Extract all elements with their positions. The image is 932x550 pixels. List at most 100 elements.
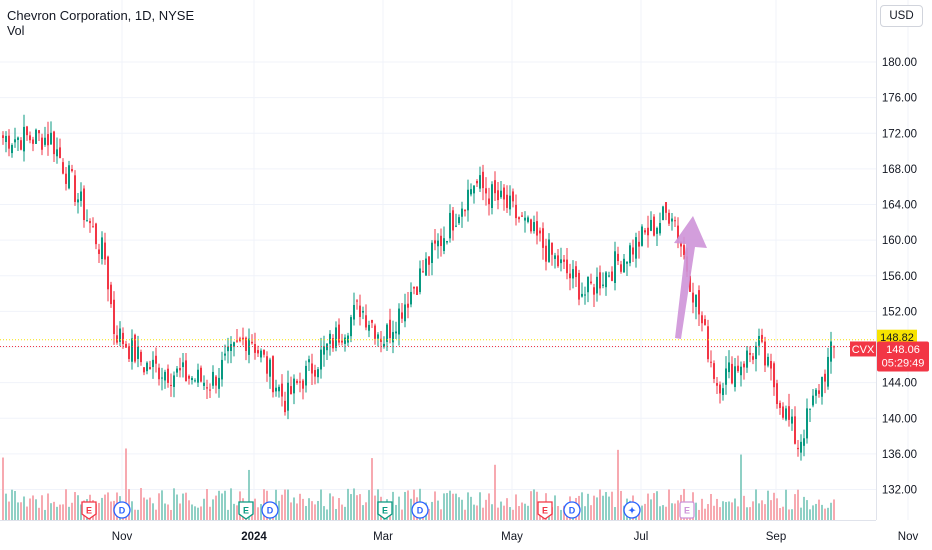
volume-bar (470, 496, 472, 520)
event-marker-earnings[interactable]: E (377, 501, 393, 520)
volume-bar (731, 502, 733, 520)
volume-bar (176, 494, 178, 520)
candle-body (767, 356, 769, 366)
event-badge-circle (113, 501, 131, 519)
candle-body (44, 137, 46, 145)
candle-body (392, 332, 394, 343)
candle-body (329, 333, 331, 344)
candle-body (431, 242, 433, 263)
volume-bar (818, 499, 820, 520)
event-badge-label: D (119, 506, 126, 516)
volume-bar (221, 493, 223, 520)
volume-bar (800, 507, 802, 520)
last-price-tag-bg (877, 341, 929, 372)
candle-body (653, 216, 655, 236)
candle-body (155, 355, 157, 364)
candle-body (521, 215, 523, 217)
volume-bar (650, 499, 652, 520)
candle-body (779, 402, 781, 409)
candle-body (704, 319, 706, 325)
event-marker-dividend[interactable]: D (261, 501, 279, 519)
candle-body (626, 261, 628, 264)
event-badge-box (679, 501, 695, 519)
event-marker-split[interactable]: ✦ (623, 501, 641, 519)
drawings-layer[interactable] (674, 216, 707, 339)
volume-bar (494, 464, 496, 520)
volume-bar (284, 489, 286, 520)
candle-body (578, 272, 580, 300)
volume-bar (779, 508, 781, 520)
volume-bar (506, 498, 508, 520)
volume-bar (608, 496, 610, 520)
candle-body (452, 210, 454, 231)
volume-bar (179, 503, 181, 520)
candle-body (770, 360, 772, 369)
volume-bar (407, 490, 409, 520)
candle-body (458, 217, 460, 224)
candle-body (809, 408, 811, 410)
volume-bar (833, 499, 835, 520)
candle-body (437, 240, 439, 247)
volume-bar (671, 503, 673, 520)
volume-bar (809, 509, 811, 520)
volume-bar (401, 509, 403, 520)
event-marker-earnings[interactable]: E (679, 501, 695, 519)
candle-body (251, 341, 253, 344)
event-markers[interactable]: E D E D E D E D ✦ E (81, 501, 695, 520)
volume-bar (662, 505, 664, 520)
candle-body (416, 286, 418, 295)
event-marker-earnings[interactable]: E (81, 501, 97, 520)
volume-bar (410, 498, 412, 520)
volume-bar (656, 491, 658, 520)
candle-body (257, 350, 259, 354)
candle-body (743, 363, 745, 368)
volume-bar (194, 506, 196, 520)
candle-body (311, 363, 313, 374)
currency-button[interactable]: USD (880, 5, 923, 27)
event-marker-dividend[interactable]: D (113, 501, 131, 519)
candle-body (665, 202, 667, 213)
event-marker-dividend[interactable]: D (411, 501, 429, 519)
volume-bar (806, 500, 808, 520)
volume-bar (209, 506, 211, 520)
x-tick-label: Mar (373, 531, 393, 543)
volume-bar (464, 509, 466, 520)
candle-body (374, 325, 376, 339)
candle-body (170, 384, 172, 386)
volume-bar (152, 503, 154, 520)
candle-body (386, 324, 388, 342)
volume-bar (605, 492, 607, 520)
event-marker-dividend[interactable]: D (563, 501, 581, 519)
event-marker-earnings[interactable]: E (238, 501, 254, 520)
volume-bar (554, 495, 556, 520)
candle-body (212, 371, 214, 386)
time-axis[interactable]: Nov2024MarMayJulSepNov2025 (112, 531, 932, 543)
volume-bar (362, 505, 364, 520)
upward-arrow-drawing[interactable] (674, 216, 707, 339)
candle-body (2, 135, 4, 138)
volume-bar (515, 494, 517, 520)
volume-bar (653, 493, 655, 520)
event-badge-label: E (243, 506, 249, 516)
candle-body (584, 294, 586, 296)
volume-bar (8, 501, 10, 520)
volume-bar (53, 501, 55, 520)
event-marker-earnings[interactable]: E (537, 501, 553, 520)
volume-bar (107, 492, 109, 520)
candle-body (62, 162, 64, 174)
candle-body (65, 173, 67, 184)
candle-body (26, 126, 28, 136)
candle-body (302, 380, 304, 389)
volume-bar (59, 504, 61, 520)
candle-body (812, 395, 814, 406)
volume-bar (65, 489, 67, 520)
volume-bar (473, 504, 475, 520)
candle-body (233, 342, 235, 347)
candle-body (596, 276, 598, 294)
symbol-tag-bg (850, 341, 876, 357)
candle-body (761, 334, 763, 342)
volume-bar (788, 509, 790, 520)
volume-bar (764, 504, 766, 520)
candle-body (92, 226, 94, 228)
